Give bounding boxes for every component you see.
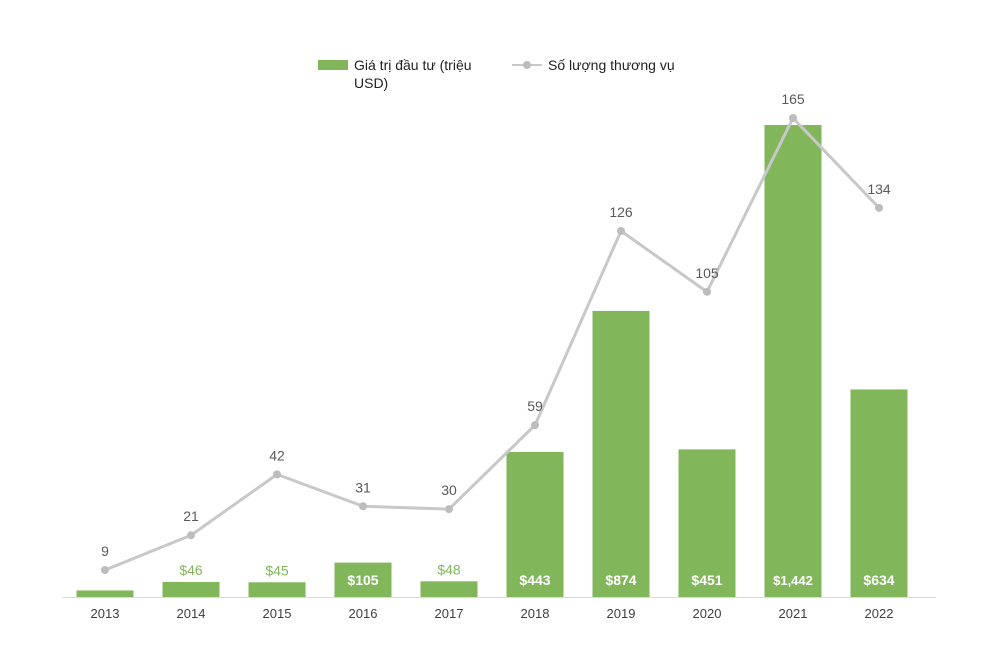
deals-point-2013 (101, 566, 109, 574)
bar-2017 (420, 581, 478, 597)
deals-label-2020: 105 (695, 265, 719, 281)
deals-point-2020 (703, 287, 711, 296)
deals-point-2014 (187, 531, 195, 540)
bar-label-2022: $634 (863, 572, 894, 588)
deals-label-2021: 165 (781, 91, 805, 107)
deals-label-2015: 42 (269, 447, 285, 463)
bar-label-2018: $443 (519, 572, 550, 588)
bar-2018 (506, 451, 564, 597)
x-tick-2021: 2021 (779, 606, 808, 621)
x-tick-2017: 2017 (435, 606, 464, 621)
legend-marker-dot (523, 61, 531, 69)
bar-2013 (76, 590, 134, 597)
deals-label-2016: 31 (355, 479, 371, 495)
legend-label-investment: Giá trị đầu tư (triệu USD) (354, 57, 472, 91)
deals-point-2021 (789, 114, 797, 122)
bar-label-2017: $48 (437, 561, 461, 577)
bar-label-2020: $451 (691, 572, 722, 588)
bar-label-2019: $874 (605, 572, 636, 588)
bar-label-2016: $105 (347, 572, 378, 588)
x-tick-2014: 2014 (177, 606, 206, 621)
deals-point-2019 (617, 227, 625, 235)
bar-2022 (850, 389, 908, 597)
x-tick-2016: 2016 (349, 606, 378, 621)
deals-label-2018: 59 (527, 398, 543, 414)
x-tick-2015: 2015 (263, 606, 292, 621)
x-tick-2022: 2022 (865, 606, 894, 621)
deals-point-2022 (875, 203, 883, 212)
deals-label-2017: 30 (441, 482, 457, 498)
deals-line (104, 116, 881, 572)
bar-2015 (248, 582, 306, 597)
x-tick-2020: 2020 (693, 606, 722, 621)
deals-label-2019: 126 (609, 204, 633, 220)
x-tick-2019: 2019 (607, 606, 636, 621)
bar-label-2015: $45 (265, 562, 289, 578)
bar-label-2021: $1,442 (773, 573, 813, 588)
x-tick-2018: 2018 (521, 606, 550, 621)
bar-2020 (678, 449, 736, 597)
deals-point-2015 (273, 470, 281, 479)
deals-label-2013: 9 (101, 543, 109, 559)
legend-swatch-bar (318, 60, 348, 70)
deals-label-2014: 21 (183, 508, 199, 524)
x-tick-2013: 2013 (91, 606, 120, 621)
deals-point-2016 (359, 502, 367, 511)
bar-label-2014: $46 (179, 562, 203, 578)
bar-2021 (764, 125, 822, 597)
deals-label-2022: 134 (867, 181, 891, 197)
deals-point-2017 (445, 505, 453, 514)
bar-2014 (162, 581, 220, 597)
bar-2019 (592, 310, 650, 597)
bar-2016 (334, 562, 392, 597)
legend-label-deals: Số lượng thương vụ (548, 57, 675, 73)
deals-point-2018 (531, 421, 539, 430)
